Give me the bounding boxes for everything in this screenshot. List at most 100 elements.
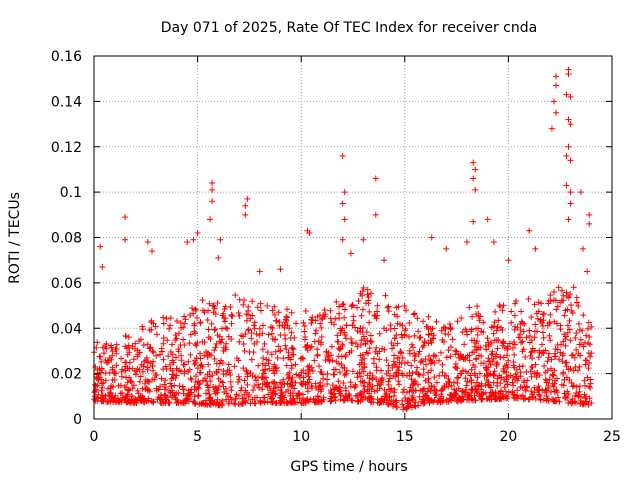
- data-point: [257, 397, 264, 404]
- data-point: [545, 397, 552, 404]
- data-point: [569, 383, 576, 390]
- y-tick-label: 0.12: [51, 140, 82, 156]
- data-point: [473, 379, 480, 386]
- data-point: [524, 377, 531, 384]
- data-point: [445, 378, 452, 385]
- data-point: [520, 396, 527, 403]
- data-point: [214, 332, 221, 339]
- data-point: [532, 245, 539, 252]
- data-point: [518, 308, 525, 315]
- data-point: [249, 312, 256, 319]
- data-point: [121, 363, 128, 370]
- data-point: [374, 387, 381, 394]
- data-point: [253, 331, 260, 338]
- data-point: [387, 388, 394, 395]
- data-point: [331, 386, 338, 393]
- data-point: [206, 300, 213, 307]
- data-point: [543, 379, 550, 386]
- data-point: [164, 337, 171, 344]
- data-point: [239, 400, 246, 407]
- data-point: [265, 360, 272, 367]
- data-point: [495, 337, 502, 344]
- data-point: [510, 392, 517, 399]
- data-point: [122, 214, 129, 221]
- data-point: [511, 339, 518, 346]
- data-point: [443, 372, 450, 379]
- data-point: [567, 157, 574, 164]
- data-point: [124, 392, 131, 399]
- data-point: [222, 324, 229, 331]
- data-point: [121, 384, 128, 391]
- data-point: [374, 302, 381, 309]
- data-point: [463, 239, 470, 246]
- data-point: [445, 347, 452, 354]
- data-point: [227, 378, 234, 385]
- data-point: [562, 342, 569, 349]
- data-point: [198, 361, 205, 368]
- data-point: [351, 384, 358, 391]
- data-point: [552, 377, 559, 384]
- data-point: [320, 312, 327, 319]
- data-point: [586, 341, 593, 348]
- data-point: [212, 326, 219, 333]
- data-point: [208, 320, 215, 327]
- data-point: [233, 391, 240, 398]
- data-point: [343, 370, 350, 377]
- data-point: [453, 387, 460, 394]
- data-point: [169, 367, 176, 374]
- data-point: [318, 334, 325, 341]
- data-point: [180, 361, 187, 368]
- data-point: [567, 121, 574, 128]
- data-point: [485, 358, 492, 365]
- data-point: [409, 341, 416, 348]
- data-point: [358, 366, 365, 373]
- data-point: [472, 383, 479, 390]
- data-point: [425, 313, 432, 320]
- data-point: [163, 315, 170, 322]
- data-point: [311, 357, 318, 364]
- data-point: [402, 395, 409, 402]
- data-point: [308, 364, 315, 371]
- data-point: [466, 357, 473, 364]
- data-point: [205, 361, 212, 368]
- data-point: [416, 348, 423, 355]
- data-point: [577, 189, 584, 196]
- data-point: [511, 351, 518, 358]
- data-point: [512, 300, 519, 307]
- data-point: [228, 335, 235, 342]
- data-point: [448, 382, 455, 389]
- data-point: [99, 263, 106, 270]
- data-point: [447, 324, 454, 331]
- data-point: [415, 371, 422, 378]
- data-point: [301, 323, 308, 330]
- data-point: [582, 357, 589, 364]
- data-point: [491, 372, 498, 379]
- data-point: [245, 326, 252, 333]
- data-point: [357, 329, 364, 336]
- data-point: [100, 379, 107, 386]
- data-point: [167, 380, 174, 387]
- data-point: [367, 395, 374, 402]
- data-point: [459, 387, 466, 394]
- data-point: [400, 386, 407, 393]
- data-point: [249, 372, 256, 379]
- data-point: [367, 338, 374, 345]
- data-point: [245, 393, 252, 400]
- data-point: [571, 354, 578, 361]
- data-point: [163, 366, 170, 373]
- data-point: [528, 337, 535, 344]
- data-point: [185, 368, 192, 375]
- data-point: [324, 370, 331, 377]
- data-point: [287, 335, 294, 342]
- data-point: [466, 352, 473, 359]
- data-point: [586, 383, 593, 390]
- data-point: [373, 308, 380, 315]
- data-point: [493, 327, 500, 334]
- data-point: [366, 379, 373, 386]
- data-point: [110, 383, 117, 390]
- data-point: [372, 175, 379, 182]
- data-point: [558, 287, 565, 294]
- data-point: [316, 363, 323, 370]
- data-point: [260, 354, 267, 361]
